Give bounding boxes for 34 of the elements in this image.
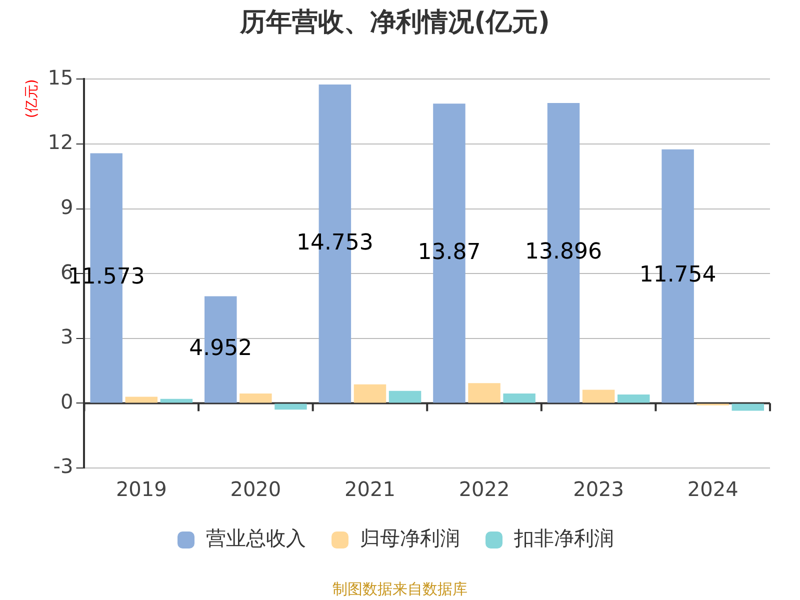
data-label: 4.952 [189, 336, 252, 362]
data-label: 13.896 [525, 240, 602, 265]
bar [582, 390, 615, 403]
bar [503, 393, 536, 403]
data-label: 14.753 [296, 230, 374, 256]
y-tick-label: -3 [53, 454, 74, 478]
x-tick-label: 2024 [687, 477, 738, 502]
bar [388, 390, 422, 403]
bar [617, 394, 650, 403]
y-tick-label: 0 [60, 389, 74, 414]
bar [732, 404, 764, 411]
y-tick-label: 12 [48, 130, 74, 154]
x-tick-label: 2020 [230, 477, 282, 502]
x-tick-label: 2021 [344, 477, 396, 502]
bar [468, 383, 500, 403]
bar [160, 398, 193, 403]
y-axis-title: (亿元) [24, 79, 40, 118]
x-tick-label: 2019 [116, 477, 167, 502]
bar [354, 384, 386, 403]
y-tick-label: 3 [60, 324, 74, 349]
bar [125, 396, 158, 403]
y-tick-label: 9 [60, 195, 74, 220]
bar [240, 393, 272, 403]
legend-label: 营业总收入 [206, 526, 306, 550]
data-label: 13.87 [418, 240, 481, 265]
x-tick-label: 2022 [458, 477, 510, 502]
y-tick-label: 15 [48, 65, 74, 90]
x-tick-label: 2023 [573, 477, 624, 502]
chart-title: 历年营收、净利情况(亿元) [239, 7, 550, 38]
data-label: 11.754 [639, 262, 716, 288]
legend-label: 扣非净利润 [513, 526, 614, 550]
text: 制图数据来自数据库 [332, 580, 468, 598]
bar [274, 404, 307, 410]
legend-label: 归母净利润 [360, 526, 460, 550]
